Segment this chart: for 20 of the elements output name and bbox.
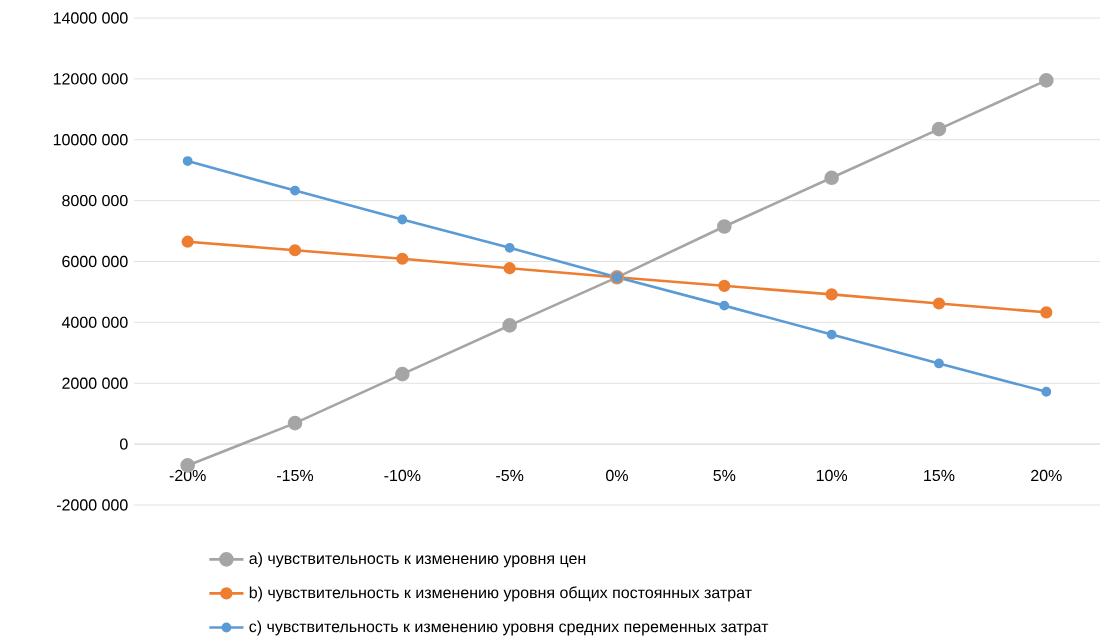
x-tick-label: -10% (384, 469, 421, 482)
x-tick-label: 20% (1031, 469, 1062, 482)
y-tick-label: 12000 000 (53, 73, 128, 85)
y-tick-label: 6000 000 (62, 255, 128, 268)
x-tick-label: -15% (277, 469, 314, 482)
x-tick-label: -5% (496, 469, 524, 482)
legend-label: a) чувствительность к изменению уровня цен (249, 552, 586, 568)
x-tick-label: 5% (713, 469, 736, 482)
y-tick-label: 14000 000 (53, 12, 128, 24)
y-tick-label: 0 (120, 438, 128, 450)
y-tick-label: -2000 000 (56, 499, 128, 511)
legend-label: b) чувствительность к изменению уровня общих постоянных затрат (249, 586, 752, 602)
y-tick-label: 4000 000 (61, 316, 128, 329)
y-tick-label: 2000 000 (62, 377, 128, 389)
y-tick-label: 8000 000 (62, 194, 128, 207)
y-tick-label: 10000 000 (53, 134, 128, 146)
x-tick-label: 0% (606, 469, 628, 482)
legend-label: c) чувствительность к изменению уровня средних переменных затрат (249, 620, 769, 636)
x-tick-label: 15% (924, 469, 955, 482)
x-tick-label: 10% (816, 469, 848, 482)
